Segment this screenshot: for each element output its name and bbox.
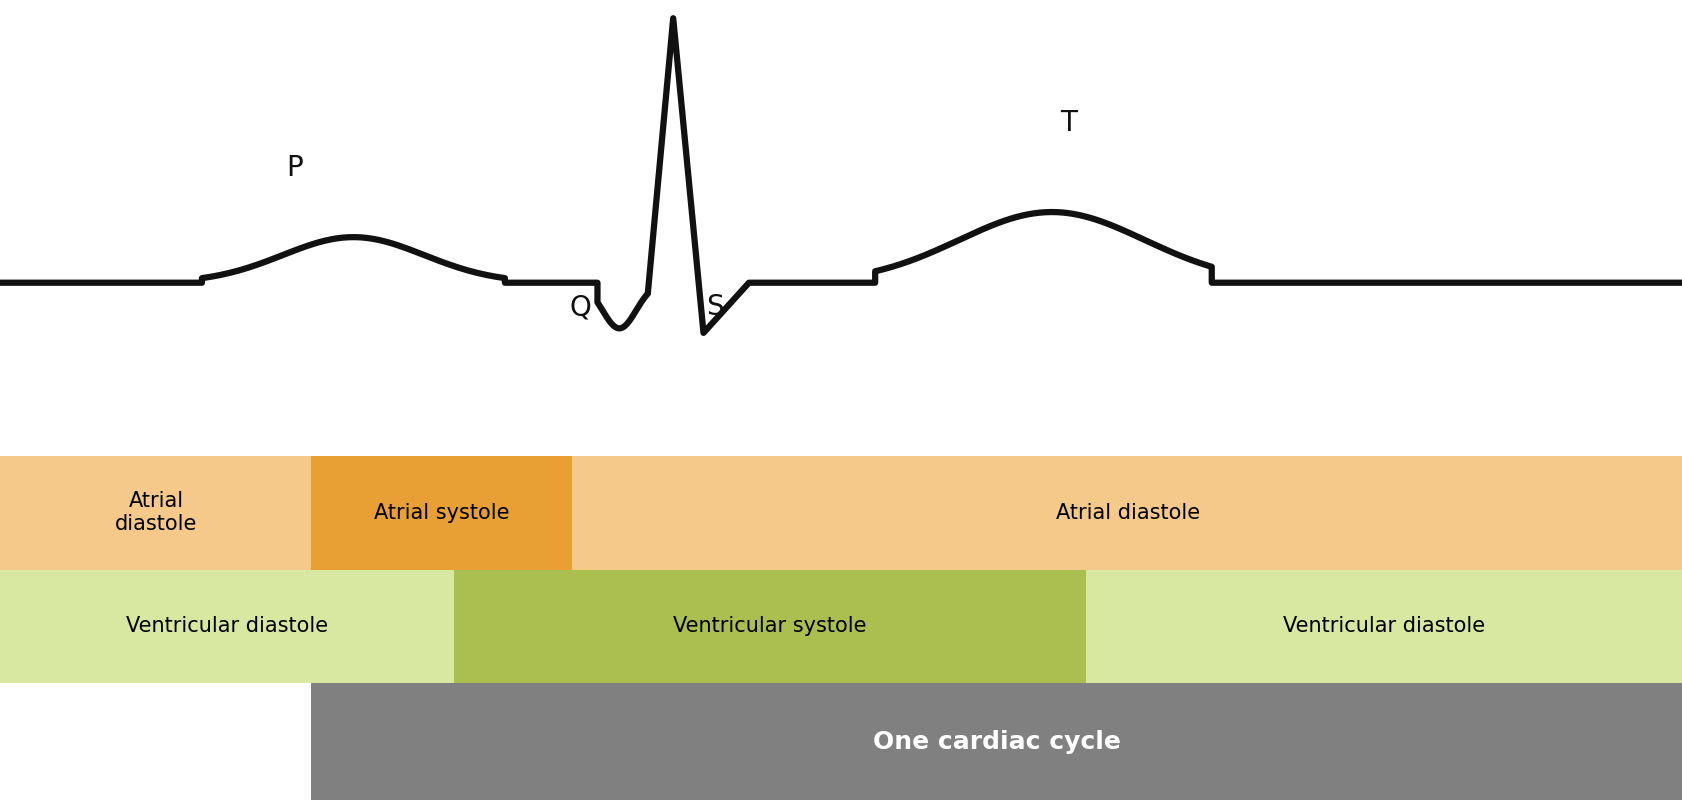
Text: Ventricular diastole: Ventricular diastole [126,616,328,636]
Text: T: T [1060,109,1076,137]
Text: S: S [706,294,723,322]
Bar [1085,570,1682,683]
Text: Atrial systole: Atrial systole [373,502,510,522]
Bar [572,456,1682,570]
Text: Ventricular diastole: Ventricular diastole [1282,616,1485,636]
Text: P: P [286,154,303,182]
Bar [0,570,454,683]
Text: Q: Q [570,294,590,322]
Bar [454,570,1085,683]
Bar [0,456,311,570]
Text: Ventricular systole: Ventricular systole [673,616,866,636]
Bar [311,683,1682,800]
Bar [311,456,572,570]
Text: R: R [637,0,658,5]
Text: Atrial diastole: Atrial diastole [1055,502,1199,522]
Text: Atrial
diastole: Atrial diastole [116,491,197,534]
Text: One cardiac cycle: One cardiac cycle [873,730,1120,754]
